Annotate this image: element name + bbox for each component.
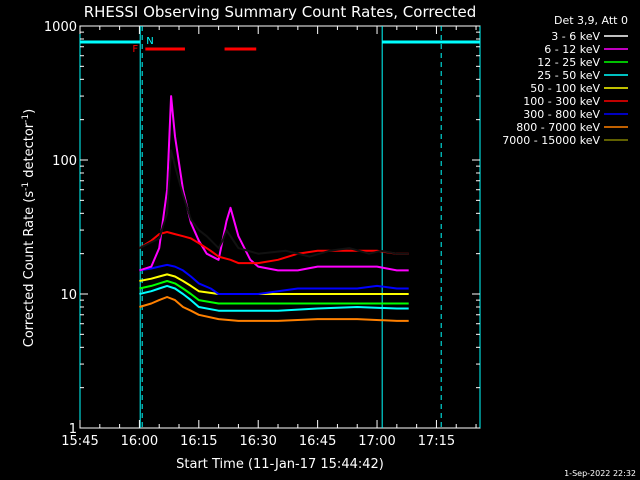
y-axis-label: Corrected Count Rate (s-1 detector-1) bbox=[21, 109, 37, 347]
y-tick-label: 1000 bbox=[44, 20, 77, 35]
legend-label: 6 - 12 keV bbox=[544, 43, 600, 56]
flag-bars: NF bbox=[79, 26, 481, 428]
series-line bbox=[138, 231, 409, 265]
series-line bbox=[139, 280, 409, 305]
x-tick-label: 17:00 bbox=[358, 434, 395, 449]
series-line bbox=[138, 149, 409, 258]
series-line bbox=[139, 296, 409, 322]
series-line bbox=[139, 263, 409, 295]
legend-label: 7000 - 15000 keV bbox=[502, 134, 600, 147]
y-tick-label: 1 bbox=[69, 422, 77, 437]
legend-label: 25 - 50 keV bbox=[537, 69, 600, 82]
legend-label: 50 - 100 keV bbox=[530, 82, 600, 95]
x-axis-ticks: 15:45 16:00 16:15 16:30 16:45 17:00 17:15 bbox=[61, 26, 477, 449]
y-axis-ticks: 1 10 100 1000 bbox=[44, 20, 480, 437]
legend-label: 300 - 800 keV bbox=[523, 108, 600, 121]
legend-header: Det 3,9, Att 0 bbox=[554, 14, 628, 27]
series-line bbox=[139, 273, 409, 295]
chart-title: RHESSI Observing Summary Count Rates, Co… bbox=[84, 3, 477, 21]
x-tick-label: 16:30 bbox=[239, 434, 276, 449]
x-axis-label: Start Time (11-Jan-17 15:44:42) bbox=[176, 457, 384, 472]
x-tick-label: 16:00 bbox=[121, 434, 158, 449]
y-tick-label: 100 bbox=[52, 154, 77, 169]
legend-label: 800 - 7000 keV bbox=[516, 121, 600, 134]
legend-label: 12 - 25 keV bbox=[537, 56, 600, 69]
x-tick-label: 16:15 bbox=[180, 434, 217, 449]
x-tick-label: 15:45 bbox=[61, 434, 98, 449]
footer-date: 1-Sep-2022 22:32 bbox=[564, 469, 636, 478]
series-line bbox=[139, 95, 409, 272]
series-line bbox=[139, 284, 409, 312]
night-flag-label: N bbox=[146, 36, 153, 47]
flare-flag-label: F bbox=[132, 44, 138, 55]
x-tick-label: 16:45 bbox=[299, 434, 336, 449]
series-lines bbox=[138, 95, 409, 322]
legend-label: 3 - 6 keV bbox=[551, 30, 600, 43]
legend-label: 100 - 300 keV bbox=[523, 95, 600, 108]
x-tick-label: 17:15 bbox=[418, 434, 455, 449]
y-tick-label: 10 bbox=[60, 288, 77, 303]
